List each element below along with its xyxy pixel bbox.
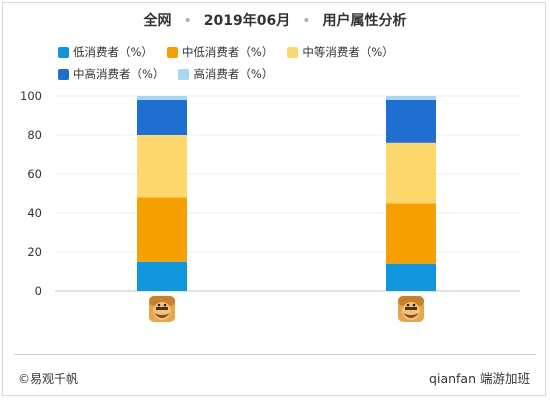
bar-segment — [137, 261, 187, 291]
bar-segment — [137, 135, 187, 198]
chart-legend: 低消费者（%） 中低消费者（%） 中等消费者（%） 中高消费者（%） 高消费者（%） — [58, 44, 528, 82]
legend-label: 中等消费者（%） — [302, 45, 394, 59]
title-separator-1: • — [183, 13, 192, 29]
bar-segment — [386, 203, 436, 264]
legend-item: 低消费者（%） — [58, 44, 153, 60]
bar-segment — [386, 142, 436, 204]
bar-segment — [386, 263, 436, 291]
legend-swatch — [58, 68, 69, 80]
legend-label: 低消费者（%） — [73, 45, 153, 59]
y-tick-label: 20 — [27, 245, 42, 259]
legend-item: 中等消费者（%） — [287, 44, 394, 60]
legend-swatch — [287, 46, 299, 58]
title-scope: 全网 — [143, 13, 172, 29]
legend-swatch — [166, 46, 178, 58]
legend-item: 中高消费者（%） — [58, 66, 164, 82]
legend-label: 中高消费者（%） — [73, 67, 165, 81]
bar-segment — [386, 99, 436, 143]
y-tick-label: 0 — [35, 284, 42, 298]
legend-swatch — [178, 68, 190, 80]
legend-item: 高消费者（%） — [178, 66, 273, 82]
y-tick-label: 100 — [20, 89, 42, 103]
legend-label: 高消费者（%） — [193, 67, 274, 81]
legend-swatch — [58, 46, 69, 58]
bar-segment — [137, 99, 187, 135]
title-separator-2: • — [302, 13, 311, 29]
legend-label: 中低消费者（%） — [181, 45, 274, 59]
title-subject: 用户属性分析 — [322, 13, 407, 29]
bar-segment — [137, 197, 187, 262]
bar-segment — [137, 96, 187, 100]
y-tick-label: 60 — [27, 167, 42, 181]
title-date: 2019年06月 — [203, 13, 291, 29]
clash-game-icon — [149, 296, 175, 322]
y-tick-label: 80 — [27, 128, 42, 142]
source-label: ©易观千帆 — [18, 372, 79, 386]
bar-segment — [386, 96, 436, 100]
footer-divider — [14, 354, 536, 355]
watermark-label: qianfan 端游加班 — [429, 371, 530, 386]
legend-item: 中低消费者（%） — [166, 44, 274, 60]
y-tick-label: 40 — [27, 206, 42, 220]
chart-title: 全网 • 2019年06月 • 用户属性分析 — [0, 10, 550, 30]
chart-frame — [2, 2, 546, 396]
clash-game-icon — [398, 296, 424, 322]
